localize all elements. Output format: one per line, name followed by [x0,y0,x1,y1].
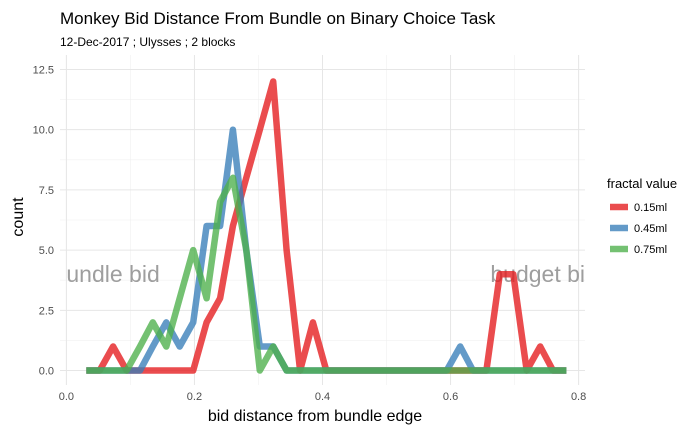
y-tick-label: 2.5 [39,305,54,317]
series-lines [86,78,567,374]
y-tick-label: 12.5 [33,64,54,76]
x-tick-label: 0.4 [315,391,330,403]
y-axis-title: count [10,197,27,237]
legend-label: 0.45ml [634,223,667,235]
y-axis-ticks: 0.0 2.5 5.0 7.5 10.0 12.5 [33,64,54,377]
y-tick-label: 5.0 [39,245,54,257]
x-tick-label: 0.0 [59,391,74,403]
series-line-0.75ml [86,174,567,374]
legend-title: fractal value [607,176,677,191]
legend-label: 0.75ml [634,244,667,256]
y-tick-label: 7.5 [39,185,54,197]
x-tick-label: 0.2 [187,391,202,403]
x-axis-title: bid distance from bundle edge [208,408,422,425]
y-tick-label: 10.0 [33,125,54,137]
chart-subtitle: 12-Dec-2017 ; Ulysses ; 2 blocks [60,35,235,49]
annotation-label: undle bid [66,261,159,287]
legend-label: 0.15ml [634,202,667,214]
y-tick-label: 0.0 [39,366,54,378]
chart-title: Monkey Bid Distance From Bundle on Binar… [60,9,496,28]
x-tick-label: 0.8 [571,391,586,403]
legend: fractal value 0.15ml 0.45ml 0.75ml [607,176,677,256]
x-tick-label: 0.6 [443,391,458,403]
x-axis-ticks: 0.0 0.2 0.4 0.6 0.8 [59,391,586,403]
plot-area: undle bid budget bi [60,55,585,385]
